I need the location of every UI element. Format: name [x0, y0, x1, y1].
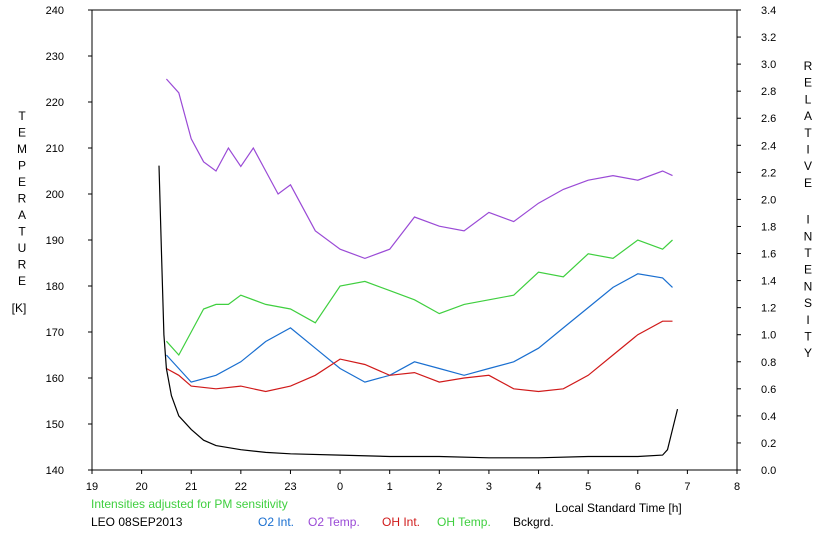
y-axis-label-left-letter: P — [18, 159, 26, 173]
legend: O2 Int. O2 Temp. OH Int. OH Temp. Bckgrd. — [258, 515, 554, 529]
y-left-tick-label: 210 — [46, 143, 64, 155]
x-tick-label: 2 — [436, 481, 442, 493]
y-axis-label-left-letter: E — [18, 274, 26, 288]
y-right-tick-label: 1.2 — [761, 303, 776, 315]
x-tick-label: 23 — [284, 481, 296, 493]
y-right-tick-label: 0.2 — [761, 438, 776, 450]
y-left-tick-label: 200 — [46, 189, 64, 201]
y-axis-label-left-letter: E — [18, 175, 26, 189]
y-axis-label-right-letter: N — [804, 229, 813, 243]
y-axis-label-right-letter: T — [804, 330, 812, 344]
y-left-tick-label: 230 — [46, 51, 64, 63]
legend-entry: O2 Int. — [258, 515, 294, 529]
y-axis-label-right-letter: N — [804, 279, 813, 293]
y-axis-label-right-letter: E — [804, 176, 812, 190]
x-tick-label: 19 — [86, 481, 98, 493]
series-line-o2-temp — [165, 78, 673, 260]
y-right-tick-label: 3.2 — [761, 32, 776, 44]
y-right-tick-label: 1.8 — [761, 221, 776, 233]
x-axis-label: Local Standard Time [h] — [555, 501, 682, 515]
y-axis-label-right-letter: T — [804, 246, 812, 260]
y-axis-label-right-letter: Y — [804, 346, 812, 360]
series-line-bckgrd — [158, 165, 679, 459]
legend-entry: OH Int. — [382, 515, 420, 529]
y-right-tick-label: 1.0 — [761, 330, 776, 342]
y-left-tick-label: 190 — [46, 235, 64, 247]
y-right-tick-label: 3.0 — [761, 59, 776, 71]
y-axis-label-left-letter: A — [18, 208, 26, 222]
legend-entry: Bckgrd. — [513, 515, 554, 529]
y-axis-label-right-letter: S — [804, 296, 812, 310]
y-axis-label-right-letter: I — [806, 213, 809, 227]
x-tick-label: 1 — [387, 481, 393, 493]
x-tick-label: 8 — [734, 481, 740, 493]
legend-entry: O2 Temp. — [308, 515, 360, 529]
y-axis-label-left-letter: M — [17, 142, 27, 156]
y-right-tick-label: 2.6 — [761, 113, 776, 125]
y-axis-unit-left: [K] — [12, 301, 27, 315]
y-right-tick-label: 0.4 — [761, 411, 776, 423]
plot-frame — [91, 9, 738, 471]
adjustment-note: Intensities adjusted for PM sensitivity — [91, 497, 288, 511]
y-axis-label-right-letter: E — [804, 76, 812, 90]
y-axis-label-left-letter: U — [18, 241, 27, 255]
x-tick-label: 4 — [535, 481, 541, 493]
station-label: LEO 08SEP2013 — [91, 515, 183, 529]
y-axis-label-right-letter: I — [806, 313, 809, 327]
y-axis-left: 140 150 160 170 180 190 200 210 220 230 240 — [46, 5, 92, 477]
y-right-tick-label: 0.8 — [761, 357, 776, 369]
y-right-tick-label: 2.4 — [761, 140, 776, 152]
y-left-tick-label: 160 — [46, 373, 64, 385]
y-left-tick-label: 150 — [46, 419, 64, 431]
x-tick-label: 3 — [486, 481, 492, 493]
y-right-tick-label: 0.0 — [761, 465, 776, 477]
y-axis-label-right-letter: R — [804, 59, 813, 73]
series-line-oh-temp — [165, 239, 673, 357]
y-right-tick-label: 3.4 — [761, 5, 776, 17]
y-axis-label-left-letter: E — [18, 126, 26, 140]
x-tick-label: 20 — [135, 481, 147, 493]
y-axis-right: 0.0 0.2 0.4 0.6 0.8 1.0 1.2 1.4 1.6 1.8 2.0 2.2 2.4 2… — [737, 5, 776, 477]
y-axis-label-right-letter: A — [804, 109, 812, 123]
x-axis: 19 20 21 22 23 0 1 2 3 4 5 6 7 8 — [86, 470, 740, 493]
series-line-o2-int — [165, 273, 673, 383]
y-right-tick-label: 0.6 — [761, 384, 776, 396]
y-axis-label-left-letter: R — [18, 258, 27, 272]
series-layer — [158, 78, 679, 459]
x-tick-label: 7 — [684, 481, 690, 493]
y-axis-label-left-letter: R — [18, 192, 27, 206]
x-tick-label: 21 — [185, 481, 197, 493]
x-tick-label: 5 — [585, 481, 591, 493]
y-left-tick-label: 220 — [46, 97, 64, 109]
y-axis-label-right-letter: I — [806, 143, 809, 157]
y-right-tick-label: 2.8 — [761, 86, 776, 98]
y-axis-label-left-letter: T — [18, 109, 26, 123]
y-axis-label-right-letter: E — [804, 263, 812, 277]
y-right-tick-label: 2.2 — [761, 167, 776, 179]
x-tick-label: 6 — [635, 481, 641, 493]
y-left-tick-label: 140 — [46, 465, 64, 477]
y-axis-label-left-letter: T — [18, 225, 26, 239]
y-right-tick-label: 1.6 — [761, 249, 776, 261]
y-axis-label-right-letter: V — [804, 159, 812, 173]
y-right-tick-label: 2.0 — [761, 194, 776, 206]
y-axis-label-right-letter: L — [805, 92, 812, 106]
y-right-tick-label: 1.4 — [761, 276, 776, 288]
y-axis-label-right-letter: T — [804, 126, 812, 140]
series-line-oh-int — [166, 320, 673, 393]
y-left-tick-label: 180 — [46, 281, 64, 293]
y-left-tick-label: 240 — [46, 5, 64, 17]
x-tick-label: 22 — [235, 481, 247, 493]
y-left-tick-label: 170 — [46, 327, 64, 339]
legend-entry: OH Temp. — [437, 515, 491, 529]
x-tick-label: 0 — [337, 481, 343, 493]
